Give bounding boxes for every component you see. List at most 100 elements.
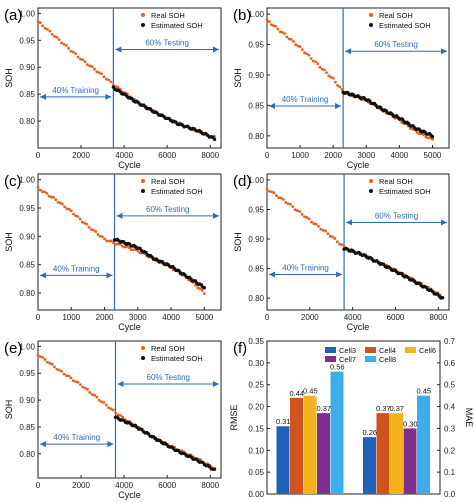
data-point	[322, 68, 326, 72]
data-point	[303, 215, 306, 219]
data-point	[96, 233, 100, 236]
data-point	[314, 60, 317, 64]
data-point	[131, 248, 135, 252]
data-point	[69, 209, 73, 213]
testing-arrow-head-left	[115, 46, 122, 53]
data-point	[109, 80, 113, 84]
y-tick-label: 0.80	[19, 117, 35, 126]
data-point	[78, 217, 82, 221]
y-tick-label: 0.85	[19, 261, 35, 270]
data-point	[338, 85, 342, 89]
testing-arrow-head-left	[117, 380, 124, 387]
data-point	[88, 64, 92, 68]
data-point	[60, 41, 63, 45]
data-point	[287, 37, 291, 41]
bar-data-label: 0.37	[389, 404, 404, 413]
data-point	[328, 234, 332, 238]
data-point	[289, 202, 292, 206]
y-tick-label: 1.00	[248, 176, 264, 185]
data-point	[284, 201, 288, 204]
data-point	[430, 135, 435, 139]
panel-label: (e)	[4, 340, 22, 357]
data-point	[333, 80, 337, 84]
data-point	[298, 210, 302, 213]
y-right-tick-label: 0.7	[444, 337, 456, 346]
data-point	[104, 403, 108, 407]
data-point	[74, 214, 78, 218]
data-point	[45, 192, 49, 195]
data-point	[336, 84, 339, 87]
data-point	[76, 215, 80, 218]
legend-entry: Estimated SOH	[151, 187, 203, 196]
legend-marker	[369, 13, 373, 17]
legend-marker	[141, 23, 145, 27]
legend-marker	[369, 23, 373, 27]
data-point	[320, 67, 324, 71]
x-axis-label: Cycle	[347, 322, 370, 332]
data-point	[102, 75, 106, 79]
data-point	[61, 202, 64, 206]
data-point	[95, 395, 99, 399]
bar-cell7	[317, 413, 330, 494]
x-tick-label: 8000	[429, 313, 447, 322]
x-tick-label: 6000	[158, 151, 176, 160]
data-point	[335, 240, 339, 244]
data-point	[78, 57, 82, 61]
data-point	[103, 237, 106, 241]
data-point	[107, 239, 111, 243]
data-point	[107, 78, 111, 82]
y-tick-label: 0.10	[248, 446, 264, 455]
x-tick-label: 3000	[357, 151, 375, 160]
legend-entry: Real SOH	[151, 344, 185, 353]
panel-4: 0 2000 4000 6000 8000 0.80 0.85 0.90 0.95 1.00 Cyc…	[4, 340, 222, 500]
data-point	[278, 30, 282, 34]
data-point	[38, 355, 42, 359]
data-point	[296, 44, 300, 48]
data-point	[310, 220, 313, 224]
data-point	[408, 127, 412, 131]
data-point	[331, 235, 334, 239]
series-estimated-soh	[112, 237, 207, 290]
y-tick-label: 0.80	[248, 132, 264, 141]
data-point	[90, 65, 94, 69]
panel-label: (c)	[4, 173, 22, 190]
data-point	[89, 228, 93, 231]
data-point	[62, 372, 66, 376]
data-point	[93, 67, 96, 71]
data-point	[85, 222, 89, 226]
legend-entry: Estimated SOH	[379, 21, 431, 30]
panel-1: 0 1000 2000 3000 4000 5000 0.80 0.85 0.90 0.95 1.0…	[233, 7, 450, 170]
x-tick-label: 1000	[291, 151, 309, 160]
data-point	[69, 49, 73, 53]
data-point	[274, 25, 278, 28]
data-point	[279, 196, 283, 200]
x-tick-label: 2000	[301, 313, 319, 322]
legend-entry: Real SOH	[379, 11, 413, 20]
panel-label: (a)	[4, 7, 22, 24]
data-point	[69, 376, 73, 380]
data-point	[286, 202, 290, 206]
legend-marker	[141, 179, 145, 183]
legend-marker	[141, 356, 145, 360]
x-tick-label: 5000	[424, 151, 442, 160]
y-tick-label: 1.00	[19, 342, 35, 351]
legend-entry: Real SOH	[151, 11, 185, 20]
bar-data-label: 0.45	[416, 387, 431, 396]
data-point	[86, 63, 89, 67]
data-point	[111, 408, 115, 412]
data-point	[116, 242, 120, 246]
data-point	[424, 135, 428, 139]
data-point	[311, 59, 315, 63]
data-point	[95, 70, 99, 74]
data-point	[324, 229, 327, 233]
data-point	[62, 42, 66, 46]
panel-f: 0.00 0.05 0.10 0.15 0.20 0.25 0.30 0.35 0.0 0.1 0.…	[229, 337, 474, 499]
y-axis-label: SOH	[4, 68, 14, 88]
data-point	[41, 24, 45, 28]
plot-frame	[37, 173, 222, 311]
data-point	[272, 24, 276, 28]
data-point	[202, 286, 207, 290]
y-right-axis-label: MAE	[464, 408, 474, 428]
